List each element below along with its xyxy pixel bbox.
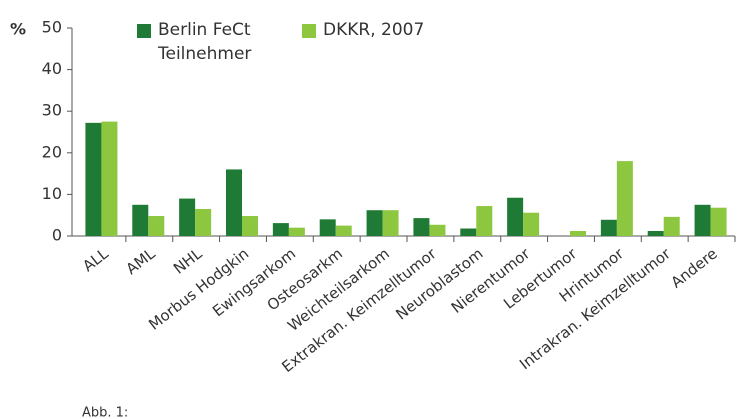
legend-swatch	[137, 24, 151, 38]
bar	[148, 216, 165, 236]
x-tick-label: Andere	[667, 245, 720, 292]
bar	[413, 218, 430, 236]
bar	[616, 161, 633, 236]
bar	[523, 212, 540, 236]
bar	[600, 219, 617, 236]
bar	[694, 204, 711, 236]
bar	[476, 206, 493, 236]
bar	[226, 169, 242, 236]
x-tick-label: ALL	[79, 244, 112, 275]
bar	[507, 197, 524, 236]
bar	[366, 210, 383, 236]
y-axis-label: %	[10, 20, 26, 39]
y-tick-label: 30	[42, 101, 62, 120]
bar	[101, 121, 118, 236]
bar	[288, 227, 305, 236]
bar	[710, 207, 727, 236]
x-tick-label: AML	[123, 244, 159, 278]
bar	[242, 216, 258, 236]
y-tick-label: 10	[42, 184, 62, 203]
bar	[663, 216, 680, 236]
legend-swatch	[302, 24, 316, 38]
bar	[647, 231, 664, 236]
bar	[335, 225, 352, 236]
y-tick-label: 20	[42, 142, 62, 161]
caption: Abb. 1:	[82, 406, 128, 419]
bar	[319, 219, 336, 236]
legend-label: DKKR, 2007	[323, 20, 425, 40]
y-tick-label: 0	[52, 226, 62, 245]
legend-label: Berlin FeCt Teilnehmer	[158, 20, 252, 64]
bar	[195, 208, 212, 236]
bar	[132, 204, 149, 236]
y-tick-label: 50	[42, 18, 62, 37]
x-tick-label: NHL	[170, 244, 206, 278]
y-tick-label: 40	[42, 59, 62, 78]
bar	[382, 210, 399, 236]
bar	[272, 223, 289, 236]
bar	[179, 198, 196, 236]
bar	[429, 224, 446, 236]
bar	[85, 122, 102, 236]
bar	[570, 231, 586, 236]
bar	[460, 228, 477, 236]
